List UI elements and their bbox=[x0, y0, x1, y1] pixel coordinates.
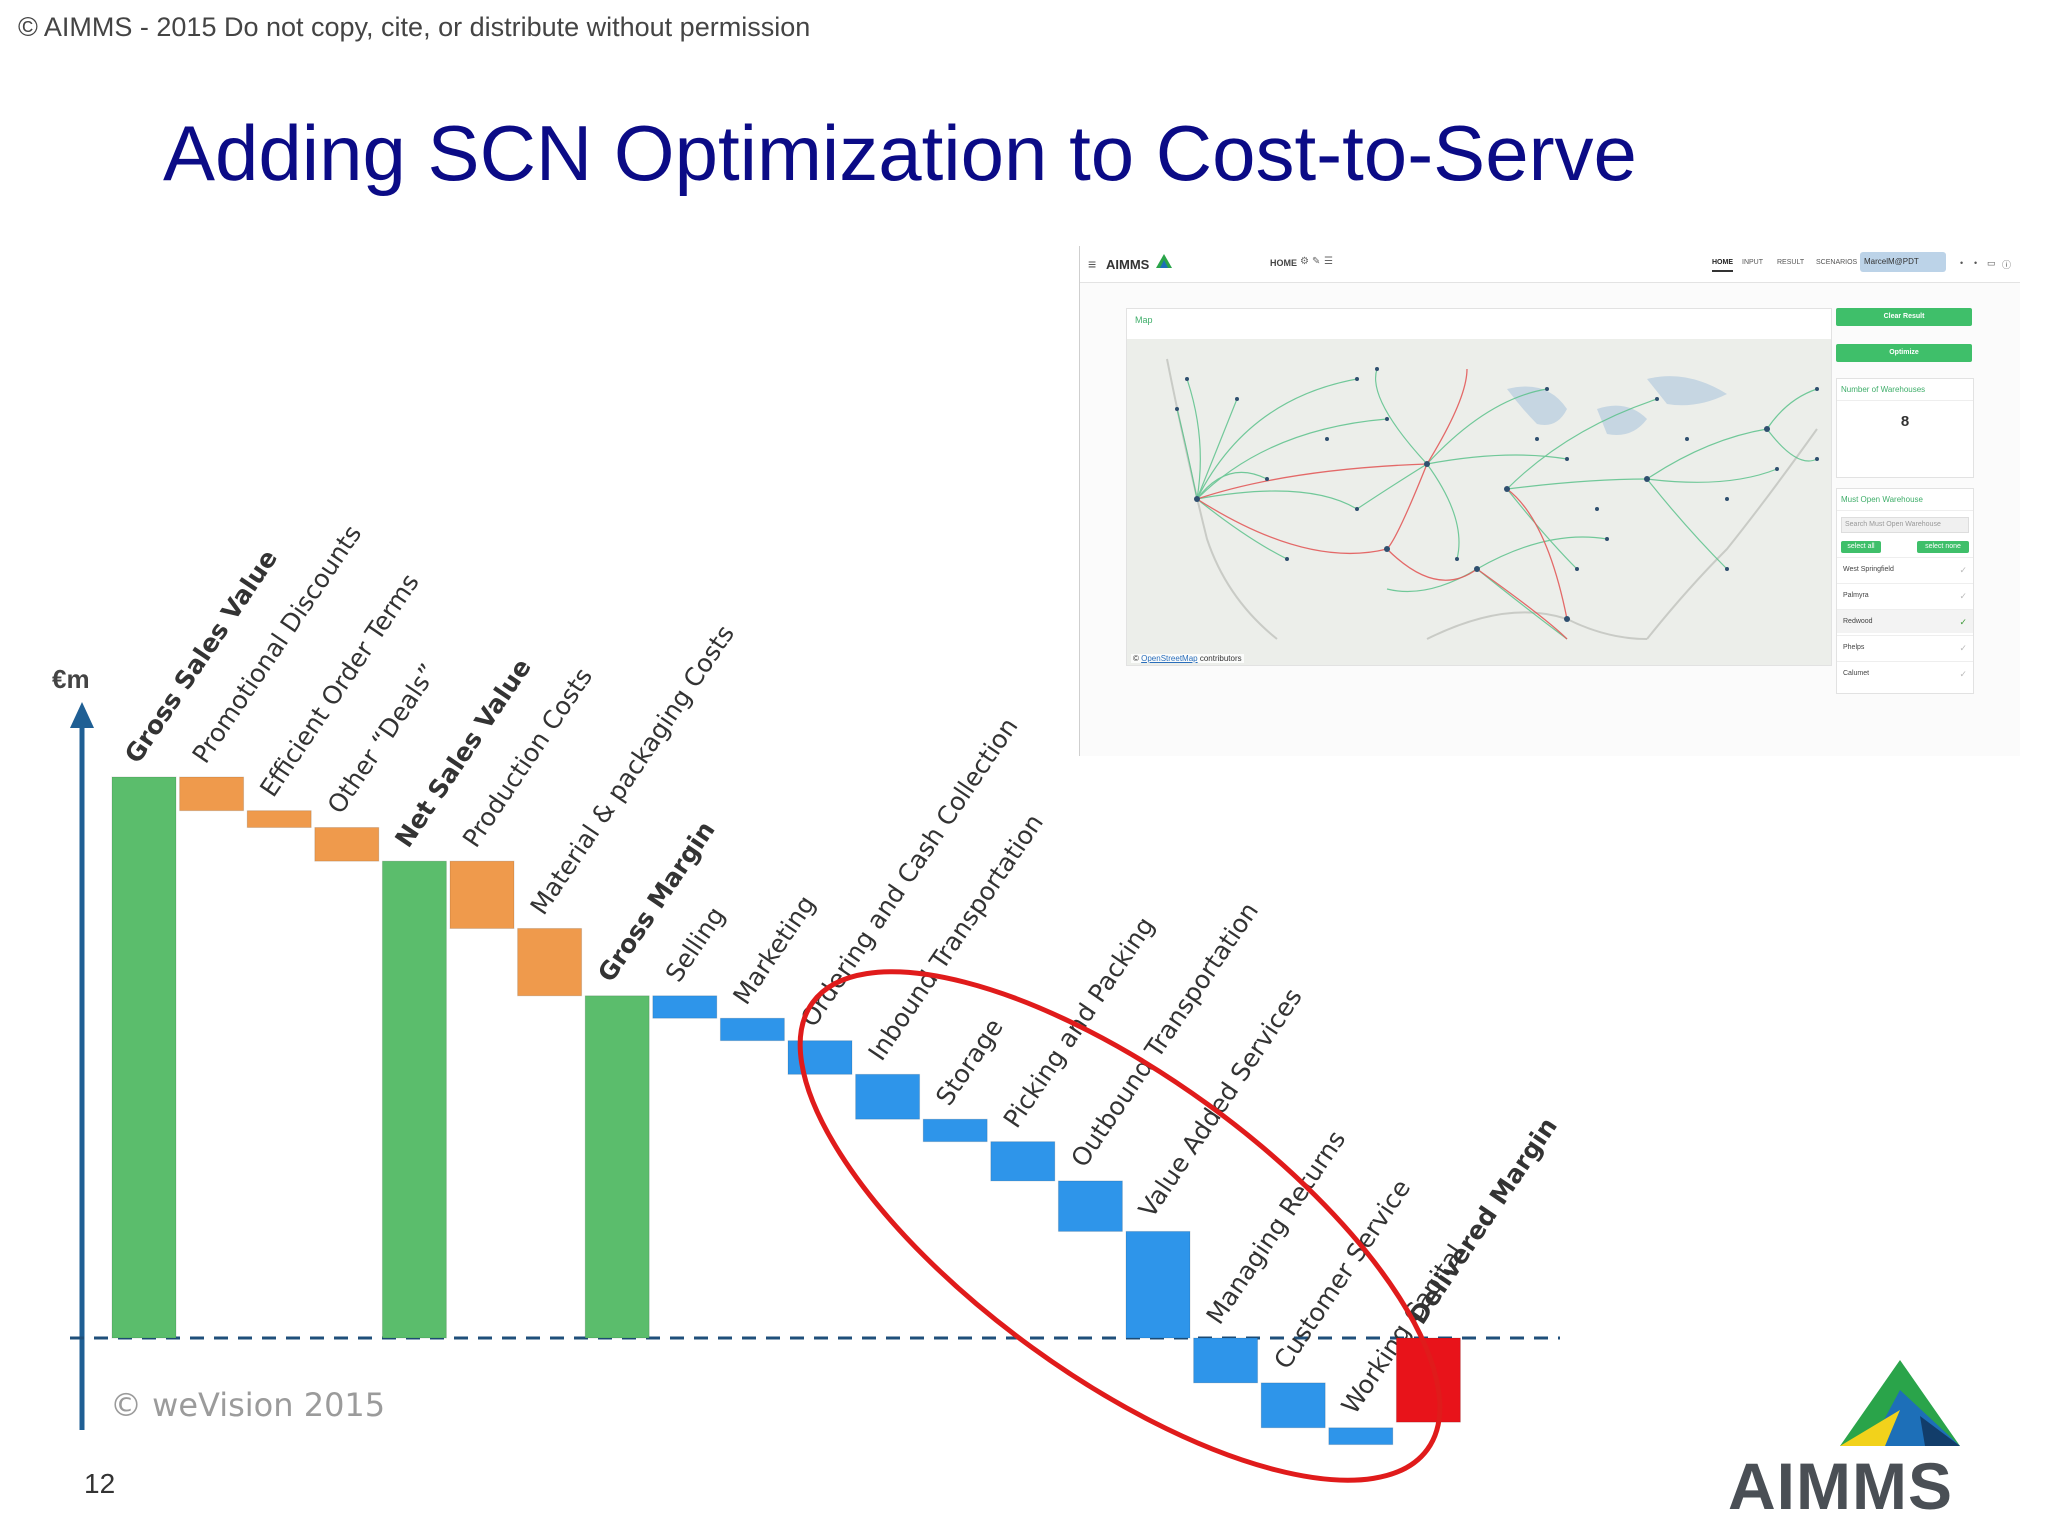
card-title: Number of Warehouses bbox=[1837, 379, 1973, 401]
waterfall-bar bbox=[990, 1141, 1056, 1182]
card-title: Must Open Warehouse bbox=[1837, 489, 1973, 511]
category-label: Inbound Transportation bbox=[863, 809, 1049, 1066]
check-icon[interactable]: ✓ bbox=[1959, 565, 1967, 575]
copyright-notice: © AIMMS - 2015 Do not copy, cite, or dis… bbox=[18, 12, 811, 42]
optimize-button[interactable]: Optimize bbox=[1836, 344, 1972, 362]
chart-watermark: © weVision 2015 bbox=[110, 1386, 385, 1424]
gear-icon[interactable]: ⚙ bbox=[1300, 256, 1309, 267]
select-all-button[interactable]: select all bbox=[1841, 541, 1881, 553]
waterfall-bar bbox=[922, 1118, 988, 1143]
category-label: Material & packaging Costs bbox=[525, 620, 740, 920]
check-icon[interactable]: ✓ bbox=[1959, 669, 1967, 679]
info-icon[interactable]: ⓘ bbox=[2002, 260, 2012, 270]
waterfall-bar bbox=[246, 810, 312, 828]
check-icon[interactable]: ✓ bbox=[1959, 617, 1967, 627]
warehouse-item[interactable]: Calumet ✓ bbox=[1837, 661, 1973, 685]
waterfall-bar bbox=[1328, 1427, 1394, 1446]
category-label: Efficient Order Terms bbox=[254, 568, 425, 802]
waterfall-bar bbox=[1057, 1180, 1123, 1232]
check-icon[interactable]: ✓ bbox=[1959, 643, 1967, 653]
list-icon[interactable]: ☰ bbox=[1324, 256, 1333, 267]
category-label: Gross Margin bbox=[592, 816, 721, 987]
hamburger-menu-icon[interactable]: ≡ bbox=[1088, 256, 1097, 272]
dot-icon[interactable]: • bbox=[1974, 258, 1978, 268]
warehouse-name: Redwood bbox=[1843, 618, 1873, 625]
user-badge[interactable]: MarcelM@PDT bbox=[1860, 252, 1946, 272]
waterfall-bar bbox=[1260, 1382, 1326, 1429]
nav-result[interactable]: RESULT bbox=[1777, 259, 1805, 266]
category-label: Selling bbox=[660, 901, 731, 987]
chat-icon[interactable]: ▭ bbox=[1987, 258, 1996, 268]
category-label: Delivered Margin bbox=[1403, 1112, 1563, 1329]
warehouse-item[interactable]: Phelps ✓ bbox=[1837, 635, 1973, 659]
y-axis-arrow bbox=[70, 702, 94, 728]
category-label: Production Costs bbox=[457, 663, 598, 853]
category-label: Storage bbox=[930, 1013, 1009, 1110]
clear-result-button[interactable]: Clear Result bbox=[1836, 308, 1972, 326]
user-name: MarcelM@PDT bbox=[1864, 257, 1919, 266]
check-icon[interactable]: ✓ bbox=[1959, 591, 1967, 601]
warehouse-item[interactable]: Palmyra ✓ bbox=[1837, 583, 1973, 607]
waterfall-bar bbox=[179, 776, 245, 812]
warehouse-name: Phelps bbox=[1843, 644, 1865, 651]
warehouse-name: Calumet bbox=[1843, 670, 1870, 677]
map-panel: Map bbox=[1126, 308, 1832, 666]
openstreetmap-link[interactable]: OpenStreetMap bbox=[1141, 654, 1198, 663]
route-map[interactable] bbox=[1127, 339, 1831, 665]
app-top-bar: ≡ AIMMS HOME ⚙ ✎ ☰ HOME INPUT RESULT SCE… bbox=[1080, 246, 2020, 283]
warehouse-item[interactable]: West Springfield ✓ bbox=[1837, 557, 1973, 581]
waterfall-bar bbox=[652, 995, 718, 1019]
warehouse-item[interactable]: Redwood ✓ bbox=[1837, 609, 1973, 633]
aimms-logo-icon bbox=[1156, 254, 1172, 268]
attribution-text: contributors bbox=[1197, 654, 1242, 663]
page-number: 12 bbox=[84, 1468, 116, 1499]
nav-input[interactable]: INPUT bbox=[1742, 259, 1763, 266]
waterfall-bar bbox=[381, 860, 447, 1339]
waterfall-bar bbox=[1193, 1337, 1259, 1384]
aimms-logo-text: AIMMS bbox=[1728, 1449, 1953, 1523]
y-axis-label: €m bbox=[52, 664, 90, 694]
nav-home[interactable]: HOME bbox=[1712, 259, 1733, 272]
app-home-label[interactable]: HOME bbox=[1270, 258, 1297, 268]
number-of-warehouses-card: Number of Warehouses 8 bbox=[1836, 378, 1974, 478]
aimms-logo-icon bbox=[1840, 1360, 1960, 1446]
warehouse-count[interactable]: 8 bbox=[1900, 413, 1910, 430]
waterfall-bar bbox=[584, 995, 650, 1339]
dot-icon[interactable]: • bbox=[1960, 258, 1964, 268]
waterfall-bar bbox=[787, 1040, 853, 1075]
map-title: Map bbox=[1135, 315, 1153, 325]
pencil-icon[interactable]: ✎ bbox=[1312, 256, 1321, 267]
slide-title: Adding SCN Optimization to Cost-to-Serve bbox=[163, 109, 1637, 197]
select-none-button[interactable]: select none bbox=[1917, 541, 1969, 553]
app-brand: AIMMS bbox=[1106, 257, 1150, 272]
waterfall-bar bbox=[449, 860, 515, 929]
waterfall-bar bbox=[517, 927, 583, 997]
highlight-ellipse bbox=[797, 969, 1443, 1483]
nav-scenarios[interactable]: SCENARIOS bbox=[1816, 259, 1858, 266]
waterfall-bar bbox=[1125, 1230, 1191, 1339]
category-label: Marketing bbox=[727, 890, 821, 1010]
map-attribution: © OpenStreetMap contributors bbox=[1131, 654, 1244, 663]
must-open-warehouse-card: Must Open Warehouse Search Must Open War… bbox=[1836, 488, 1974, 694]
embedded-app-screenshot: ≡ AIMMS HOME ⚙ ✎ ☰ HOME INPUT RESULT SCE… bbox=[1079, 246, 2020, 756]
warehouse-search-input[interactable]: Search Must Open Warehouse bbox=[1841, 517, 1969, 533]
waterfall-bar bbox=[111, 776, 177, 1339]
warehouse-name: Palmyra bbox=[1843, 592, 1869, 599]
warehouse-name: West Springfield bbox=[1843, 566, 1894, 573]
waterfall-bar bbox=[855, 1073, 921, 1120]
waterfall-bar bbox=[314, 826, 380, 862]
waterfall-bar bbox=[719, 1017, 785, 1042]
